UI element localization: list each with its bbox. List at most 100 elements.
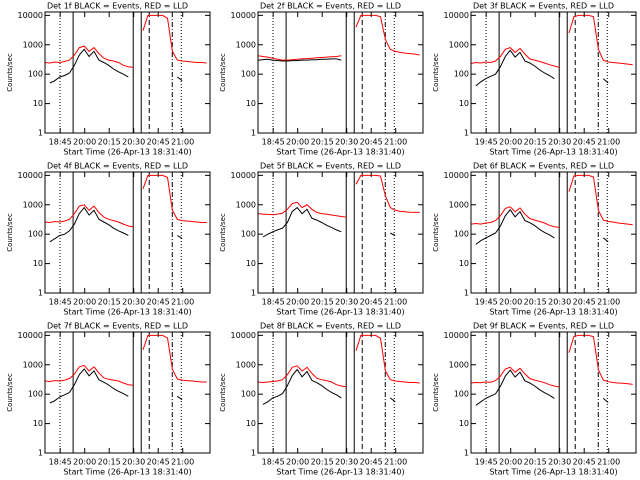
y-axis-label: Counts/sec: [432, 373, 440, 412]
y-tick-label: 10: [459, 419, 469, 428]
y-tick-label: 10: [246, 259, 256, 268]
y-tick-label: 10000: [444, 11, 469, 20]
plot-frame: [44, 11, 211, 134]
y-tick-label: 10000: [231, 331, 256, 340]
x-tick-label: 20:00: [499, 458, 522, 467]
series-line: [475, 49, 609, 87]
series-line: [257, 174, 420, 218]
y-tick-label: 10: [246, 419, 256, 428]
x-axis-label: Start Time (26-Apr-13 18:31:40): [489, 468, 617, 477]
y-tick-label: 10: [33, 259, 43, 268]
x-axis-label: Start Time (26-Apr-13 18:31:40): [276, 308, 404, 317]
y-axis-label: Counts/sec: [6, 213, 14, 252]
series-line: [49, 368, 183, 404]
x-tick-label: 21:00: [597, 298, 620, 307]
y-tick-label: 10: [459, 259, 469, 268]
plot-frame: [257, 331, 424, 454]
y-tick-label: 1000: [23, 200, 43, 209]
plot-frame: [257, 11, 424, 134]
chart-title: Det 2f BLACK = Events, RED = LLD: [260, 2, 401, 11]
x-axis-label: Start Time (26-Apr-13 18:31:40): [276, 148, 404, 157]
y-tick-label: 100: [241, 390, 256, 399]
y-tick-label: 1: [251, 449, 256, 458]
y-axis-label: Counts/sec: [219, 213, 227, 252]
x-tick-label: 18:45: [262, 458, 285, 467]
x-tick-label: 20:00: [286, 298, 309, 307]
x-tick-label: 20:15: [98, 298, 121, 307]
chart-title: Det 6f BLACK = Events, RED = LLD: [473, 162, 614, 171]
y-tick-label: 10: [459, 99, 469, 108]
y-tick-label: 100: [454, 70, 469, 79]
x-tick-label: 20:30: [548, 138, 571, 147]
y-tick-label: 1000: [449, 200, 469, 209]
y-tick-label: 10: [33, 99, 43, 108]
x-tick-label: 20:30: [335, 458, 358, 467]
y-tick-label: 100: [28, 390, 43, 399]
series-line: [470, 334, 633, 388]
panel: 1 10 100 1000 10000 19:45 20:00 20:15 20:30 20:45…: [432, 2, 637, 157]
series-line: [44, 14, 207, 68]
chart-title: Det 5f BLACK = Events, RED = LLD: [260, 162, 401, 171]
y-tick-label: 10000: [231, 171, 256, 180]
x-tick-label: 18:45: [49, 298, 72, 307]
plot-frame: [44, 171, 211, 294]
series-line: [49, 48, 183, 84]
y-tick-label: 1: [251, 129, 256, 138]
y-tick-label: 1: [38, 449, 43, 458]
y-axis-label: Counts/sec: [432, 213, 440, 252]
x-tick-label: 20:00: [73, 298, 96, 307]
x-tick-label: 20:45: [573, 298, 596, 307]
y-tick-label: 10: [246, 99, 256, 108]
x-tick-label: 20:15: [311, 298, 334, 307]
x-axis-label: Start Time (26-Apr-13 18:31:40): [276, 468, 404, 477]
x-tick-label: 18:45: [262, 138, 285, 147]
x-tick-label: 21:00: [171, 138, 194, 147]
series-line: [257, 58, 342, 62]
x-tick-label: 20:15: [524, 458, 547, 467]
series-line: [257, 14, 420, 61]
x-tick-label: 20:30: [122, 298, 145, 307]
plot-frame: [470, 171, 637, 294]
panel: 1 10 100 1000 10000 18:45 20:00 20:15 20:30 20:45…: [219, 2, 424, 157]
panel: 1 10 100 1000 10000 19:45 20:00 20:15 20:30 20:45…: [432, 322, 637, 477]
y-tick-label: 100: [454, 230, 469, 239]
x-axis-label: Start Time (26-Apr-13 18:31:40): [63, 308, 191, 317]
series-line: [257, 334, 420, 388]
series-line: [470, 14, 633, 68]
x-tick-label: 21:00: [384, 138, 407, 147]
y-tick-label: 100: [241, 230, 256, 239]
x-tick-label: 20:30: [122, 138, 145, 147]
y-tick-label: 100: [241, 70, 256, 79]
x-tick-label: 20:00: [73, 138, 96, 147]
plot-frame: [44, 331, 211, 454]
y-tick-label: 1000: [236, 40, 256, 49]
chart-title: Det 9f BLACK = Events, RED = LLD: [473, 322, 614, 331]
series-line: [470, 174, 633, 228]
series-line: [49, 206, 183, 243]
x-tick-label: 21:00: [597, 138, 620, 147]
chart-title: Det 3f BLACK = Events, RED = LLD: [473, 2, 614, 11]
y-tick-label: 10000: [18, 331, 43, 340]
y-tick-label: 100: [28, 230, 43, 239]
plot-frame: [257, 171, 424, 294]
x-axis-label: Start Time (26-Apr-13 18:31:40): [63, 148, 191, 157]
plot-frame: [470, 331, 637, 454]
chart-title: Det 8f BLACK = Events, RED = LLD: [260, 322, 401, 331]
x-tick-label: 20:30: [548, 298, 571, 307]
x-tick-label: 20:15: [311, 458, 334, 467]
x-tick-label: 21:00: [384, 458, 407, 467]
x-tick-label: 20:00: [499, 298, 522, 307]
y-axis-label: Counts/sec: [6, 53, 14, 92]
y-tick-label: 10000: [231, 11, 256, 20]
x-tick-label: 20:15: [311, 138, 334, 147]
series-line: [262, 368, 396, 405]
y-tick-label: 100: [28, 70, 43, 79]
chart-title: Det 1f BLACK = Events, RED = LLD: [47, 2, 188, 11]
y-tick-label: 100: [454, 390, 469, 399]
y-tick-label: 1: [464, 449, 469, 458]
series-line: [475, 208, 609, 245]
y-axis-label: Counts/sec: [219, 373, 227, 412]
x-tick-label: 20:15: [98, 138, 121, 147]
x-tick-label: 20:15: [524, 138, 547, 147]
